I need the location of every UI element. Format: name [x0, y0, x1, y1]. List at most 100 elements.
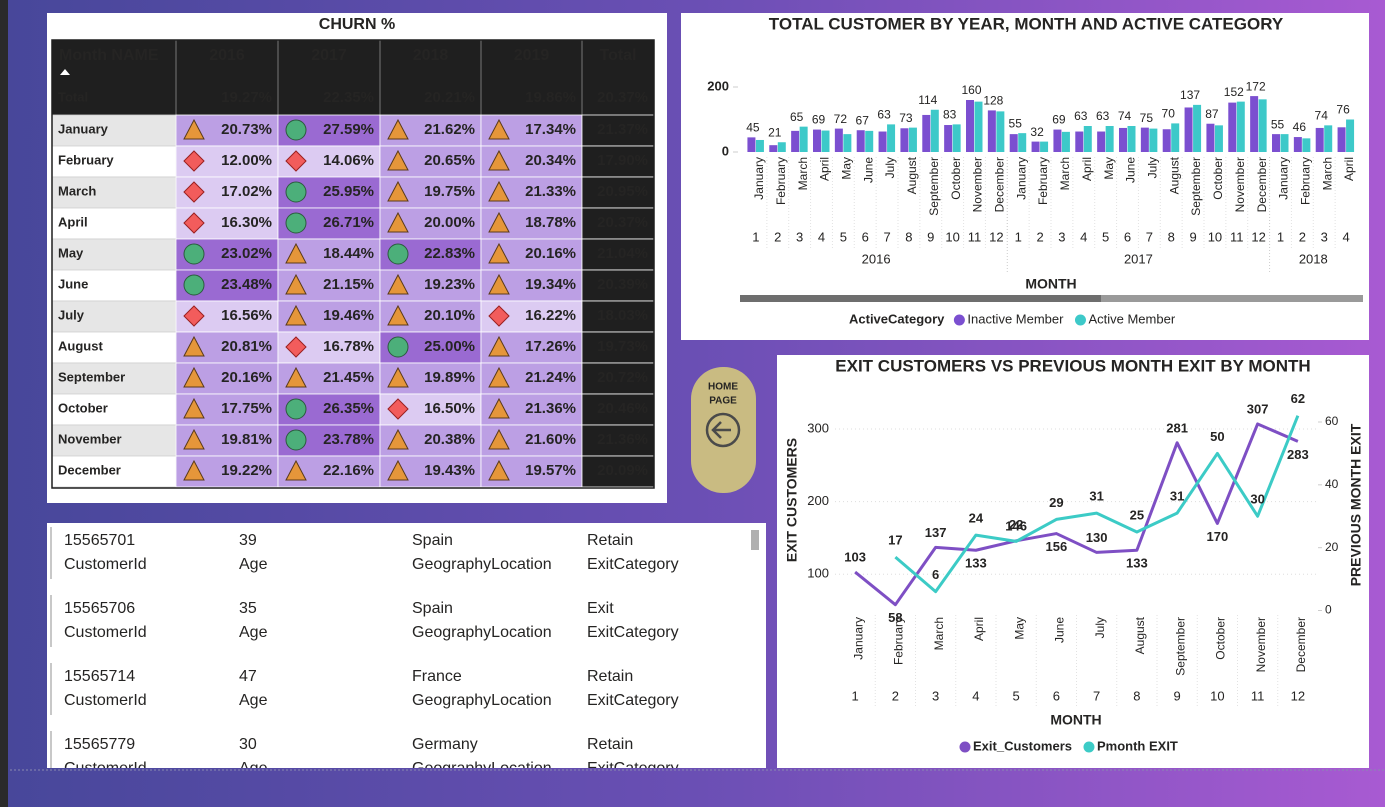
legend-label: Active Member [1088, 311, 1175, 326]
month-number: 9 [927, 229, 934, 244]
bar [1293, 137, 1302, 152]
table-header: Total [599, 47, 636, 64]
status-icon [183, 150, 205, 172]
chart-title: EXIT CUSTOMERS VS PREVIOUS MONTH EXIT BY… [835, 356, 1310, 375]
month-number: 5 [1013, 688, 1020, 703]
status-icon [488, 335, 510, 357]
legend-label: Exit_Customers [973, 738, 1072, 753]
x-tick-label: February [1036, 157, 1050, 205]
y2-tick-label: 40 [1325, 477, 1339, 491]
record-value: Germany [412, 736, 478, 753]
table-cell: 17.90% [597, 152, 648, 169]
x-tick-label: September [1173, 617, 1187, 676]
month-number: 4 [1342, 229, 1349, 244]
data-label: 31 [1170, 489, 1184, 504]
data-label: 22 [1009, 517, 1023, 532]
legend-swatch [959, 741, 971, 753]
bar [821, 130, 830, 152]
bar [834, 128, 843, 152]
home-button[interactable] [691, 367, 756, 493]
table-cell: 21.36% [525, 400, 576, 417]
bar [1162, 129, 1171, 152]
table-cell: 19.43% [424, 462, 475, 479]
left-strip [0, 0, 8, 807]
home-icon[interactable] [705, 412, 741, 448]
table-header: 2017 [311, 47, 347, 64]
year-label: 2017 [1124, 251, 1153, 266]
record-value: Spain [412, 600, 453, 617]
status-icon [387, 180, 409, 202]
table-border [51, 39, 655, 489]
record-value: 47 [239, 668, 257, 685]
y2-tick-label: 0 [1325, 603, 1332, 617]
status-icon [387, 428, 409, 450]
x-tick-label: October [1211, 157, 1225, 200]
bar [1061, 131, 1070, 152]
record-field: GeographyLocation [412, 692, 552, 709]
month-number: 1 [1277, 229, 1284, 244]
month-number: 6 [862, 229, 869, 244]
month-number: 11 [968, 229, 982, 244]
chart-title: TOTAL CUSTOMER BY YEAR, MONTH AND ACTIVE… [769, 14, 1284, 33]
table-cell-bg [175, 455, 279, 488]
bar [1040, 141, 1049, 152]
status-icon [183, 118, 205, 140]
status-icon [183, 181, 205, 203]
table-cell: 21.60% [525, 431, 576, 448]
table-cell: 19.22% [221, 462, 272, 479]
data-label: 74 [1118, 109, 1132, 123]
record-value: Retain [587, 736, 633, 753]
bar [1127, 126, 1136, 152]
status-icon [488, 118, 510, 140]
month-number: 9 [1189, 229, 1196, 244]
bar [1228, 102, 1237, 152]
record-field: GeographyLocation [412, 556, 552, 573]
record-field: Age [239, 692, 268, 709]
data-label: 76 [1336, 103, 1350, 117]
month-number: 6 [1124, 229, 1131, 244]
table-header: 2018 [413, 47, 449, 64]
data-label: 152 [1224, 85, 1244, 99]
status-icon [488, 211, 510, 233]
data-label: 75 [1140, 111, 1154, 125]
total-cell: 20.37% [597, 89, 648, 106]
record-field: ExitCategory [587, 624, 679, 641]
status-icon [387, 118, 409, 140]
table-cell: 17.26% [525, 338, 576, 355]
x-axis-title: MONTH [1025, 276, 1076, 292]
row-label: March [58, 183, 96, 198]
month-number: 4 [1080, 229, 1087, 244]
table-cell-bg [51, 393, 177, 426]
bar [799, 126, 808, 152]
home-button-label[interactable]: PAGE [709, 396, 737, 407]
table-cell: 16.30% [221, 214, 272, 231]
home-button-label[interactable]: HOME [708, 382, 738, 393]
data-label: 21 [768, 125, 782, 139]
table-cell-bg [480, 362, 583, 395]
status-icon [285, 366, 307, 388]
bar [791, 130, 800, 152]
status-icon [387, 149, 409, 171]
record-field: Age [239, 556, 268, 573]
row-label: June [58, 276, 88, 291]
x-tick-label: March [1058, 157, 1072, 190]
x-tick-label: August [1133, 616, 1147, 654]
record-value: 15565714 [64, 668, 135, 685]
table-cell: 19.89% [424, 369, 475, 386]
home-arrow[interactable] [711, 421, 731, 439]
month-number: 11 [1251, 688, 1265, 703]
data-label: 6 [932, 567, 939, 582]
data-label: 45 [746, 121, 760, 135]
table-cell: 19.81% [221, 431, 272, 448]
status-icon [183, 366, 205, 388]
month-number: 12 [1251, 229, 1265, 244]
month-number: 4 [818, 229, 825, 244]
row-label: February [58, 152, 114, 167]
month-number: 1 [1015, 229, 1022, 244]
bar [1258, 99, 1267, 152]
bar [1206, 123, 1215, 152]
table-cell: 18.44% [323, 245, 374, 262]
table-cell-bg [51, 362, 177, 395]
month-number: 8 [1133, 688, 1140, 703]
x-tick-label: December [993, 157, 1007, 212]
